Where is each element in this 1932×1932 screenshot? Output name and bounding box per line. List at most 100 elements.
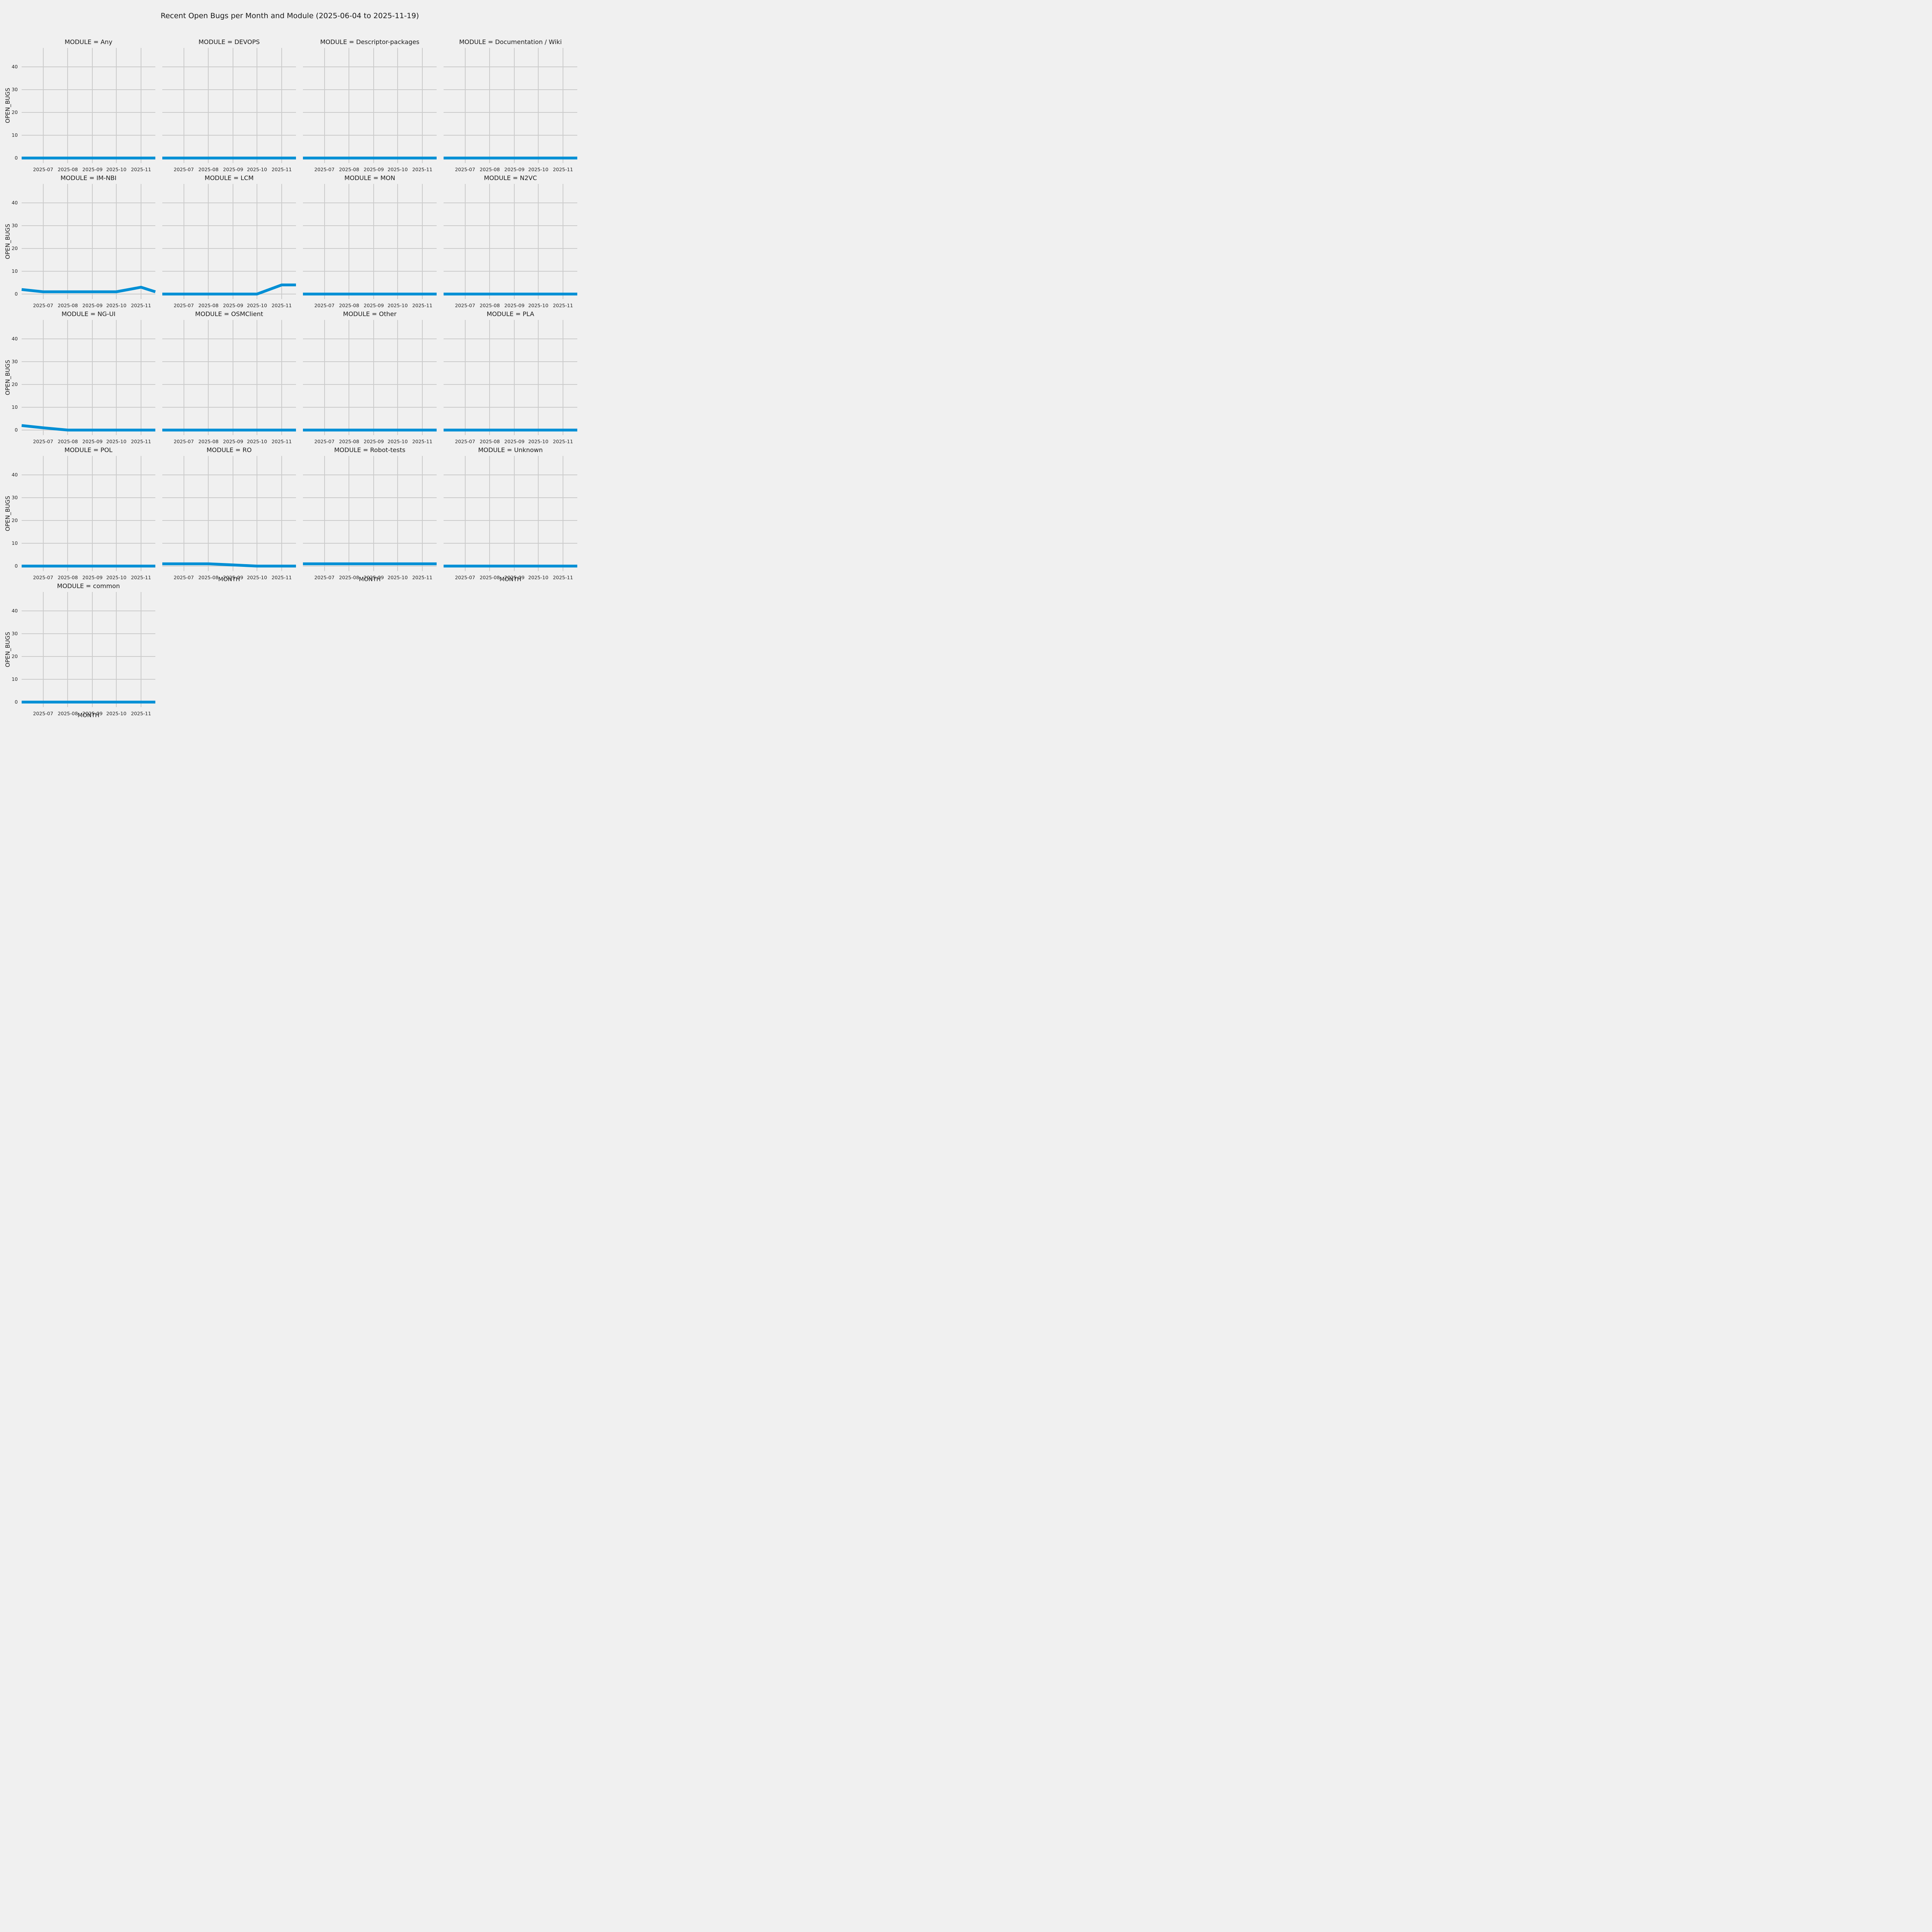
line-series	[303, 184, 437, 299]
y-tick-label: 10	[12, 676, 18, 682]
plot-area	[303, 184, 437, 299]
figure: Recent Open Bugs per Month and Module (2…	[0, 0, 580, 724]
x-tick-label: 2025-07	[173, 439, 194, 444]
gridline-horizontal	[162, 497, 296, 498]
gridline-horizontal	[162, 520, 296, 521]
gridline-vertical	[373, 456, 374, 571]
gridline-horizontal	[303, 202, 437, 203]
gridline-horizontal	[22, 271, 155, 272]
x-tick-label: 2025-11	[131, 575, 151, 580]
x-tick-label: 2025-08	[58, 439, 78, 444]
facet-Unknown: MODULE = Unknown 2025-07 2025-08 2025-09 20…	[444, 444, 577, 583]
x-tick-label: 2025-08	[58, 303, 78, 308]
facet-PLA: MODULE = PLA 2025-07 2025-08 2025-09 2025-1…	[444, 308, 577, 444]
x-tick-label: 2025-10	[247, 575, 267, 580]
x-tick-label: 2025-09	[82, 167, 103, 172]
gridline-vertical	[116, 592, 117, 707]
gridline-horizontal	[444, 384, 577, 385]
gridline-horizontal	[444, 407, 577, 408]
gridline-vertical	[281, 320, 282, 435]
gridline-horizontal	[444, 202, 577, 203]
gridline-horizontal	[162, 248, 296, 249]
facet-title: MODULE = Descriptor-packages	[320, 38, 420, 46]
x-tick-label: 2025-09	[364, 167, 384, 172]
gridline-horizontal	[22, 225, 155, 226]
gridline-vertical	[281, 456, 282, 571]
open-bugs-line	[162, 285, 296, 294]
gridline-vertical	[43, 48, 44, 163]
x-tick-labels: 2025-07 2025-08 2025-09 2025-10 2025-11	[444, 571, 577, 580]
plot-area: 0 10 20 30 40 OPEN_BUGS	[4, 184, 155, 299]
y-axis-label: OPEN_BUGS	[4, 360, 11, 395]
gridline-vertical	[422, 320, 423, 435]
line-series	[22, 592, 155, 707]
gridline-vertical	[43, 320, 44, 435]
y-tick-label: 10	[12, 268, 18, 274]
x-tick-labels: 2025-07 2025-08 2025-09 2025-10 2025-11	[162, 571, 296, 580]
line-series	[22, 320, 155, 435]
facet-title: MODULE = OSMClient	[195, 310, 263, 318]
facet-LCM: MODULE = LCM 2025-07 2025-08 2025-09 2025-1…	[162, 172, 296, 308]
gridline-horizontal	[162, 361, 296, 362]
y-tick-label: 10	[12, 132, 18, 138]
gridline-vertical	[538, 320, 539, 435]
plot-area: 0 10 20 30 40 OPEN_BUGS	[4, 456, 155, 571]
x-axis-label: MONTH	[499, 576, 522, 583]
x-tick-label: 2025-09	[364, 575, 384, 580]
line-series	[444, 320, 577, 435]
gridline-horizontal	[444, 225, 577, 226]
facet-grid: MODULE = Any 0 10 20 30 40 OPEN_BUGS 2025-07 2…	[0, 36, 580, 719]
gridline-vertical	[422, 184, 423, 299]
x-tick-label: 2025-07	[314, 167, 335, 172]
plot-area	[444, 48, 577, 163]
facet-POL: MODULE = POL 0 10 20 30 40 OPEN_BUGS 2025-07 2…	[4, 444, 155, 580]
x-tick-label: 2025-09	[82, 303, 103, 308]
x-tick-label: 2025-08	[198, 167, 219, 172]
x-tick-label: 2025-10	[106, 167, 127, 172]
x-tick-label: 2025-11	[412, 167, 433, 172]
gridline-horizontal	[22, 520, 155, 521]
x-tick-labels: 2025-07 2025-08 2025-09 2025-10 2025-11	[303, 571, 437, 580]
gridline-vertical	[92, 456, 93, 571]
x-tick-label: 2025-08	[480, 439, 500, 444]
y-tick-label: 30	[12, 86, 18, 92]
x-tick-label: 2025-07	[33, 575, 53, 580]
facet-Any: MODULE = Any 0 10 20 30 40 OPEN_BUGS 2025-07 2…	[4, 36, 155, 172]
facet-RO: MODULE = RO 2025-07 2025-08 2025-09 2025-10…	[162, 444, 296, 583]
gridline-vertical	[92, 320, 93, 435]
y-axis-label: OPEN_BUGS	[4, 88, 11, 123]
x-tick-labels: 2025-07 2025-08 2025-09 2025-10 2025-11	[22, 163, 155, 172]
gridline-vertical	[397, 184, 398, 299]
open-bugs-line	[22, 287, 155, 292]
gridline-vertical	[373, 320, 374, 435]
x-tick-label: 2025-07	[173, 167, 194, 172]
x-tick-label: 2025-08	[58, 711, 78, 716]
gridline-vertical	[67, 48, 68, 163]
gridline-horizontal	[162, 135, 296, 136]
plot-area	[303, 456, 437, 571]
x-tick-label: 2025-07	[173, 575, 194, 580]
plot-area	[162, 320, 296, 435]
line-series	[303, 456, 437, 571]
y-tick-label: 20	[12, 245, 18, 251]
facet-row: MODULE = NG-UI 0 10 20 30 40 OPEN_BUGS 2025-0…	[4, 308, 580, 444]
line-series	[444, 184, 577, 299]
x-tick-label: 2025-11	[553, 167, 573, 172]
x-tick-label: 2025-09	[504, 167, 525, 172]
gridline-horizontal	[303, 112, 437, 113]
x-tick-label: 2025-08	[480, 575, 500, 580]
plot-area: 0 10 20 30 40 OPEN_BUGS	[4, 48, 155, 163]
x-tick-label: 2025-08	[339, 303, 359, 308]
x-tick-labels: 2025-07 2025-08 2025-09 2025-10 2025-11	[444, 299, 577, 308]
x-tick-label: 2025-10	[528, 439, 549, 444]
x-tick-label: 2025-09	[364, 303, 384, 308]
gridline-vertical	[324, 456, 325, 571]
facet-title: MODULE = Any	[65, 38, 112, 46]
gridline-horizontal	[303, 474, 437, 475]
gridline-horizontal	[22, 89, 155, 90]
x-tick-label: 2025-07	[314, 439, 335, 444]
gridline-horizontal	[22, 384, 155, 385]
gridline-vertical	[514, 320, 515, 435]
gridline-vertical	[514, 184, 515, 299]
gridline-vertical	[324, 184, 325, 299]
